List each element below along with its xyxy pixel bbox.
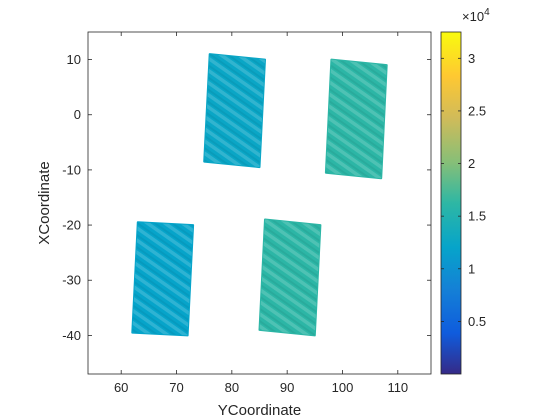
y-tick-label: -20 (62, 218, 81, 233)
x-tick-label: 70 (169, 380, 183, 395)
y-tick-label: 10 (67, 52, 81, 67)
x-tick-label: 110 (387, 380, 408, 395)
x-axis-label: YCoordinate (218, 402, 301, 419)
colorbar-tick-label: 2.5 (468, 103, 486, 118)
x-tick-label: 90 (280, 380, 294, 395)
y-tick-label: -30 (62, 273, 81, 288)
data-region-2-texture (325, 59, 387, 179)
data-region-1-texture (204, 54, 265, 168)
colorbar-tick-label: 1.5 (468, 209, 486, 224)
colorbar-ticks: 0.5 1 1.5 2 2.5 3 (441, 51, 486, 329)
colorbar-exponent: ×104 (462, 7, 490, 24)
colorbar-tick-label: 3 (468, 51, 475, 66)
y-tick-label: -10 (62, 162, 81, 177)
colorbar: 0.5 1 1.5 2 2.5 3 ×104 (440, 7, 490, 375)
y-axis-label: XCoordinate (36, 161, 53, 244)
y-tick-label: 0 (74, 107, 81, 122)
x-tick-label: 60 (114, 380, 128, 395)
colorbar-exponent-base: ×10 (462, 9, 484, 24)
colorbar-gradient (440, 31, 462, 375)
data-regions (131, 53, 388, 337)
data-region-4-texture (259, 219, 321, 336)
colorbar-tick-label: 1 (468, 261, 475, 276)
colorbar-tick-label: 0.5 (468, 314, 486, 329)
axes-box (87, 31, 432, 375)
colorbar-tick-label: 2 (468, 156, 475, 171)
x-tick-label: 80 (225, 380, 239, 395)
data-region-3-texture (132, 222, 194, 336)
colorbar-exponent-power: 4 (484, 7, 490, 18)
x-tick-label: 100 (332, 380, 354, 395)
y-tick-label: -40 (62, 328, 81, 343)
